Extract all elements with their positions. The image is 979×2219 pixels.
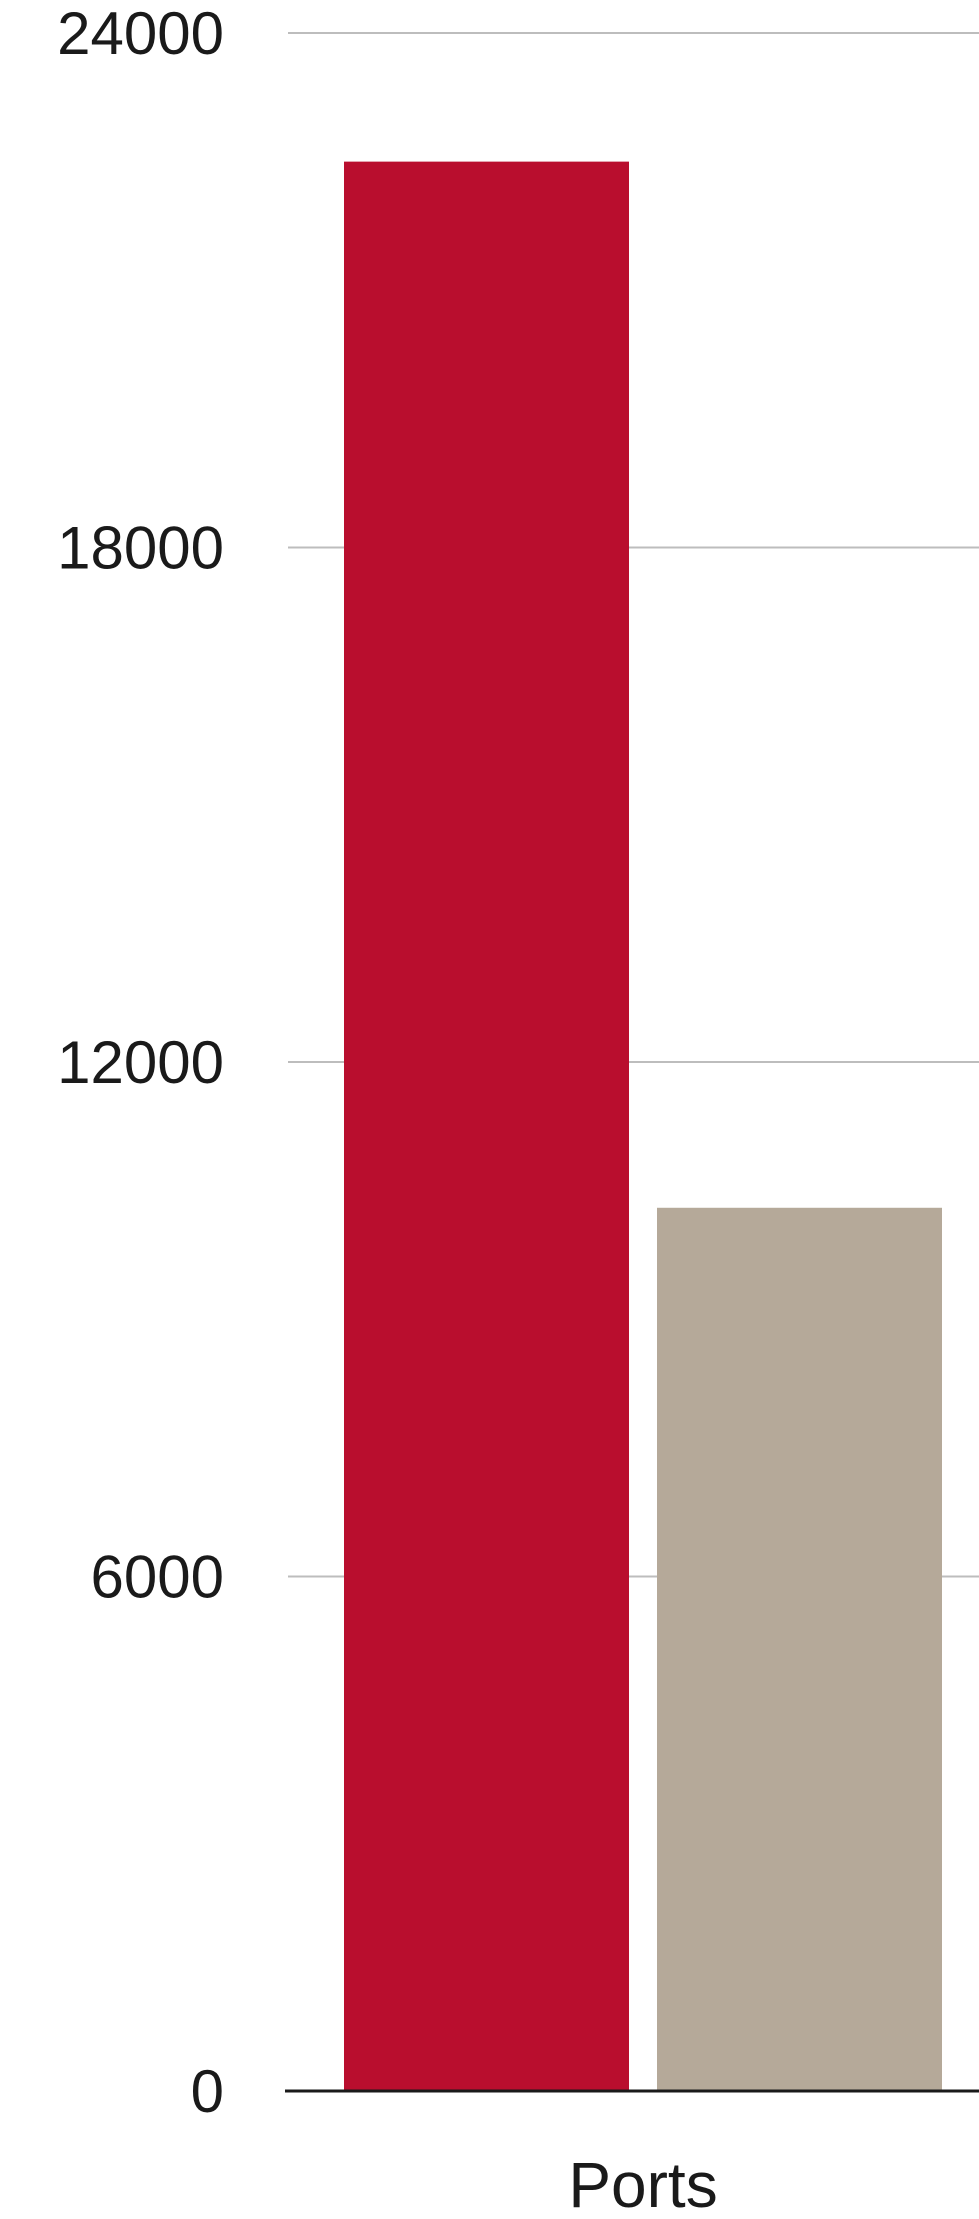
- y-tick-label: 0: [191, 2058, 224, 2125]
- y-tick-label: 24000: [57, 0, 224, 67]
- y-tick-label: 12000: [57, 1029, 224, 1096]
- bar-series-1: [344, 161, 629, 2091]
- bars: [344, 161, 942, 2091]
- y-axis-ticks: 0 6000 12000 18000 24000: [57, 0, 224, 2125]
- y-tick-label: 6000: [91, 1544, 224, 1611]
- bar-series-2: [657, 1207, 942, 2091]
- x-axis-categories: Ports: [568, 2149, 717, 2219]
- y-tick-label: 18000: [57, 515, 224, 582]
- x-category-label: Ports: [568, 2149, 717, 2219]
